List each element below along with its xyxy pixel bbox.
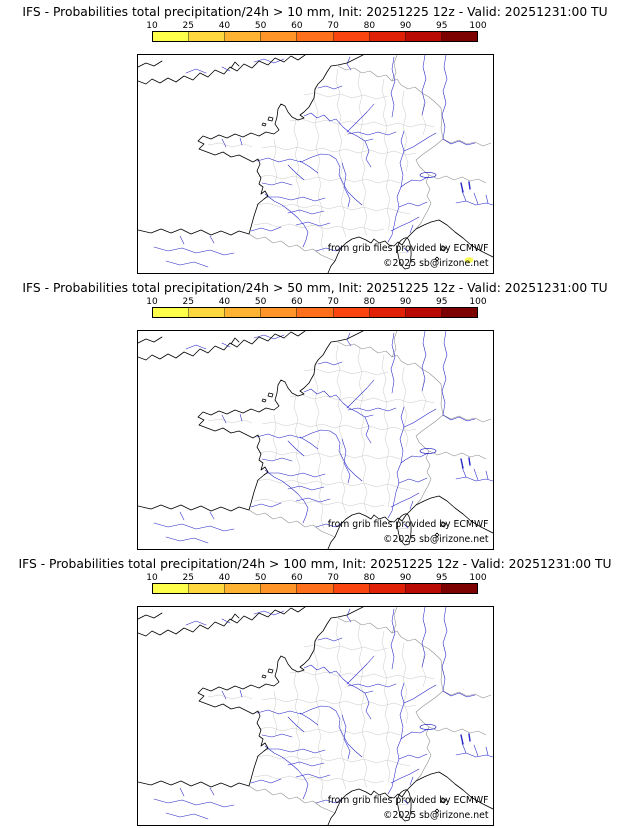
panel-precip-gt-100mm: IFS - Probabilities total precipitation/…	[0, 552, 630, 828]
attribution-source: from grib files provided by ECMWF	[327, 795, 489, 806]
colorbar-tick-label: 25	[182, 21, 194, 31]
colorbar-tick-label: 100	[469, 573, 487, 583]
colorbar: 10 25 40 50 60 70 80 90 95 100	[146, 573, 487, 594]
map-france: from grib files provided by ECMWF ©2025 …	[136, 54, 494, 274]
colorbar-tick-label: 60	[291, 573, 303, 583]
attribution-copyright: ©2025 sb@irizone.net	[383, 258, 489, 269]
france-map-svg	[137, 55, 493, 273]
colorbar-segment	[189, 32, 226, 41]
colorbar-segment	[225, 584, 262, 593]
colorbar-segment	[405, 308, 442, 317]
colorbar-segment	[153, 32, 190, 41]
france-map-svg	[137, 331, 493, 549]
colorbar-segment	[441, 308, 477, 317]
panel-precip-gt-10mm: IFS - Probabilities total precipitation/…	[0, 0, 630, 276]
colorbar-segment	[369, 308, 406, 317]
colorbar-tick-label: 70	[327, 21, 339, 31]
colorbar-segment	[297, 584, 334, 593]
colorbar-tick-label: 50	[254, 297, 267, 307]
colorbar-tick-label: 95	[436, 573, 448, 583]
attribution-source: from grib files provided by ECMWF	[327, 519, 489, 530]
attribution-copyright: ©2025 sb@irizone.net	[383, 810, 489, 821]
colorbar-gradient	[152, 307, 478, 318]
colorbar-tick-label: 80	[363, 21, 376, 31]
colorbar-segment	[297, 32, 334, 41]
colorbar-tick-label: 100	[469, 297, 487, 307]
colorbar-tick-label: 40	[218, 21, 231, 31]
colorbar-tick-label: 40	[218, 297, 231, 307]
colorbar-tick-label: 95	[436, 297, 448, 307]
colorbar-segment	[189, 308, 226, 317]
colorbar-tick-label: 100	[469, 21, 487, 31]
colorbar-tick-label: 70	[327, 297, 339, 307]
colorbar-segment	[405, 32, 442, 41]
colorbar-tick-label: 40	[218, 573, 231, 583]
attribution-copyright: ©2025 sb@irizone.net	[383, 534, 489, 545]
colorbar-segment	[189, 584, 226, 593]
panel-title: IFS - Probabilities total precipitation/…	[18, 557, 612, 571]
colorbar-tick-label: 90	[399, 573, 412, 583]
france-map-svg	[137, 607, 493, 825]
colorbar-segment	[297, 308, 334, 317]
attribution-source: from grib files provided by ECMWF	[327, 243, 489, 254]
colorbar-tick-label: 50	[254, 21, 267, 31]
colorbar-gradient	[152, 583, 478, 594]
colorbar-labels: 10 25 40 50 60 70 80 90 95 100	[146, 21, 486, 31]
colorbar: 10 25 40 50 60 70 80 90 95 100	[146, 21, 487, 42]
colorbar: 10 25 40 50 60 70 80 90 95 100	[146, 297, 487, 318]
colorbar-segment	[225, 308, 262, 317]
colorbar-segment	[333, 584, 370, 593]
probability-area	[464, 257, 473, 263]
colorbar-segment	[153, 308, 190, 317]
map-france: from grib files provided by ECMWF ©2025 …	[136, 606, 494, 826]
colorbar-segment	[261, 308, 298, 317]
colorbar-tick-label: 50	[254, 573, 267, 583]
panel-title: IFS - Probabilities total precipitation/…	[22, 281, 608, 295]
colorbar-segment	[261, 584, 298, 593]
colorbar-tick-label: 10	[146, 573, 158, 583]
colorbar-segment	[333, 308, 370, 317]
map-france: from grib files provided by ECMWF ©2025 …	[136, 330, 494, 550]
colorbar-segment	[261, 32, 298, 41]
colorbar-segment	[405, 584, 442, 593]
colorbar-segment	[153, 584, 190, 593]
colorbar-tick-label: 60	[291, 297, 303, 307]
colorbar-tick-label: 90	[399, 297, 412, 307]
panel-title: IFS - Probabilities total precipitation/…	[22, 5, 608, 19]
colorbar-tick-label: 95	[436, 21, 448, 31]
colorbar-segment	[441, 32, 477, 41]
colorbar-tick-label: 25	[182, 573, 194, 583]
colorbar-labels: 10 25 40 50 60 70 80 90 95 100	[146, 573, 486, 583]
colorbar-tick-label: 60	[291, 21, 303, 31]
colorbar-tick-label: 10	[146, 21, 158, 31]
panel-precip-gt-50mm: IFS - Probabilities total precipitation/…	[0, 276, 630, 552]
colorbar-tick-label: 80	[363, 573, 376, 583]
colorbar-gradient	[152, 31, 478, 42]
colorbar-segment	[369, 32, 406, 41]
colorbar-segment	[333, 32, 370, 41]
colorbar-labels: 10 25 40 50 60 70 80 90 95 100	[146, 297, 486, 307]
colorbar-segment	[369, 584, 406, 593]
colorbar-tick-label: 10	[146, 297, 158, 307]
colorbar-segment	[441, 584, 477, 593]
colorbar-tick-label: 80	[363, 297, 376, 307]
colorbar-tick-label: 70	[327, 573, 339, 583]
colorbar-tick-label: 90	[399, 21, 412, 31]
colorbar-tick-label: 25	[182, 297, 194, 307]
colorbar-segment	[225, 32, 262, 41]
